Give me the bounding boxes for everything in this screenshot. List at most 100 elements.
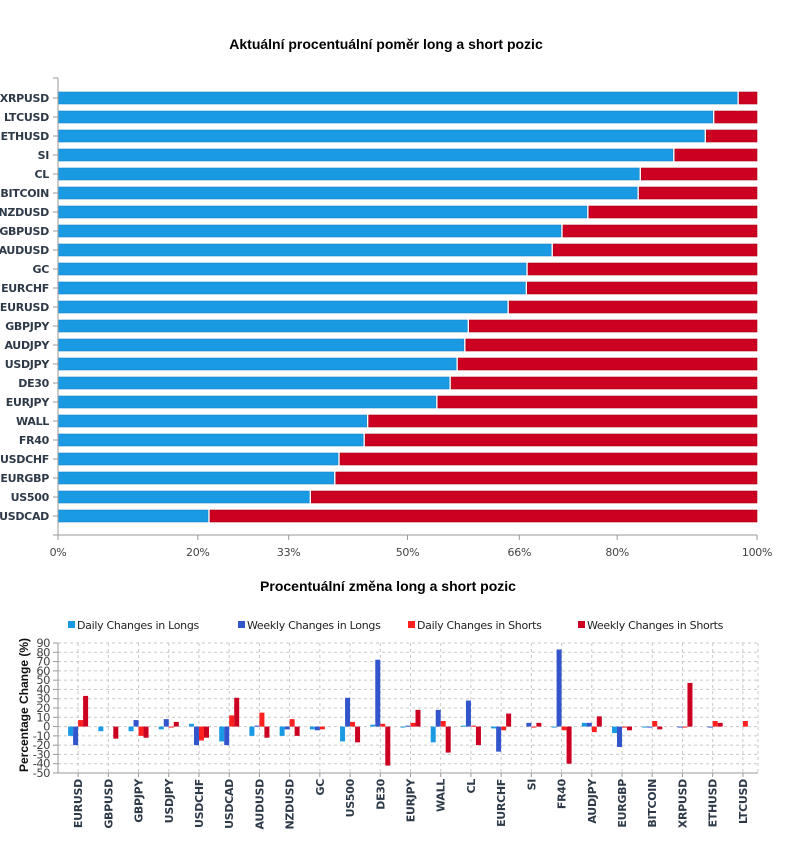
y-tick-label: 40 (36, 682, 50, 696)
long-bar-ethusd (57, 129, 705, 143)
category-label: DE30 (18, 377, 49, 390)
category-label: EURUSD (0, 301, 49, 314)
weekly-shorts-bar (264, 726, 270, 738)
category-label: SI (38, 149, 50, 162)
weekly-shorts-bar (415, 709, 421, 727)
weekly-shorts-bar (596, 716, 602, 727)
x-category-label: ETHUSD (707, 779, 720, 828)
weekly-longs-bar (284, 726, 290, 730)
short-bar-usdchf (339, 452, 758, 466)
daily-longs-bar (491, 726, 497, 729)
x-tick-label: 0% (50, 546, 67, 559)
x-category-label: US500 (344, 778, 357, 817)
x-category-label: EURJPY (405, 778, 418, 823)
x-tick-label: 80% (605, 546, 629, 559)
y-tick-label: -40 (33, 757, 50, 771)
legend-swatch (238, 621, 245, 628)
long-bar-bitcoin (57, 186, 638, 200)
short-bar-de30 (450, 376, 758, 390)
weekly-longs-bar (193, 726, 199, 746)
long-bar-gc (57, 262, 527, 276)
daily-longs-bar (340, 726, 346, 742)
short-bar-fr40 (364, 433, 758, 447)
category-label: US500 (11, 491, 50, 504)
long-bar-si (57, 148, 674, 162)
category-label: EURGBP (0, 472, 49, 485)
x-category-label: CL (465, 779, 478, 794)
change-chart-title: Procentuální změna long a short pozic (260, 578, 516, 594)
x-category-label: WALL (435, 779, 448, 812)
category-label: GBPUSD (0, 225, 49, 238)
category-label: NZDUSD (0, 206, 49, 219)
legend-label: Weekly Changes in Shorts (587, 619, 724, 632)
x-category-label: EURCHF (495, 779, 508, 827)
long-bar-us500 (57, 490, 310, 504)
y-tick-label: 80 (36, 645, 50, 659)
daily-shorts-bar (259, 712, 265, 727)
change-grid (58, 642, 759, 773)
weekly-longs-bar (133, 720, 139, 727)
short-bar-gbpjpy (469, 319, 758, 333)
y-tick-label: -30 (33, 747, 50, 761)
long-bar-de30 (57, 376, 450, 390)
weekly-shorts-bar (475, 726, 481, 746)
daily-longs-bar (551, 726, 557, 728)
weekly-longs-bar (314, 726, 320, 731)
daily-shorts-bar (319, 726, 325, 730)
x-category-label: EURUSD (72, 779, 85, 828)
daily-longs-bar (249, 726, 255, 736)
long-bar-usdchf (57, 452, 339, 466)
daily-longs-bar (309, 726, 315, 730)
short-bar-us500 (311, 490, 758, 504)
weekly-longs-bar (345, 697, 351, 727)
weekly-longs-bar (556, 649, 562, 727)
change-bars (68, 649, 748, 766)
long-bar-eurgbp (57, 471, 335, 485)
short-bar-nzdusd (588, 205, 758, 219)
category-label: GC (32, 263, 49, 276)
daily-shorts-bar (470, 725, 476, 727)
long-bar-eurusd (57, 300, 508, 314)
daily-longs-bar (128, 726, 134, 732)
daily-shorts-bar (78, 720, 84, 727)
long-bar-usdjpy (57, 357, 457, 371)
daily-shorts-bar (289, 719, 295, 727)
daily-longs-bar (400, 726, 406, 728)
weekly-shorts-bar (536, 722, 542, 727)
weekly-longs-bar (163, 719, 169, 727)
category-label: CL (35, 168, 50, 181)
daily-shorts-bar (591, 726, 597, 733)
daily-longs-bar (98, 726, 104, 732)
short-bar-cl (640, 167, 758, 181)
daily-shorts-bar (682, 726, 688, 728)
category-label: LTCUSD (4, 111, 49, 124)
daily-shorts-bar (380, 723, 386, 727)
short-bar-si (674, 148, 758, 162)
change-y-axis-label: Percentage Change (%) (17, 638, 31, 772)
short-bar-audusd (552, 243, 758, 257)
short-bar-eurusd (508, 300, 758, 314)
weekly-shorts-bar (627, 726, 633, 731)
x-category-label: XRPUSD (676, 779, 689, 828)
daily-longs-bar (279, 726, 285, 736)
daily-shorts-bar (531, 726, 537, 728)
weekly-shorts-bar (445, 726, 451, 753)
daily-shorts-bar (742, 721, 748, 727)
long-bar-xrpusd (57, 91, 738, 105)
x-category-label: GC (314, 779, 327, 796)
weekly-shorts-bar (355, 726, 361, 743)
category-label: GBPJPY (5, 320, 50, 333)
y-tick-label: 50 (36, 673, 50, 687)
legend-label: Daily Changes in Longs (77, 619, 200, 632)
daily-shorts-bar (410, 722, 416, 727)
daily-shorts-bar (350, 721, 356, 727)
x-category-label: AUDUSD (253, 779, 266, 830)
daily-longs-bar (642, 726, 648, 728)
weekly-longs-bar (707, 726, 713, 728)
daily-shorts-bar (440, 721, 446, 727)
x-category-label: NZDUSD (284, 779, 297, 830)
x-category-label: EURGBP (616, 779, 629, 828)
category-label: AUDJPY (4, 339, 50, 352)
